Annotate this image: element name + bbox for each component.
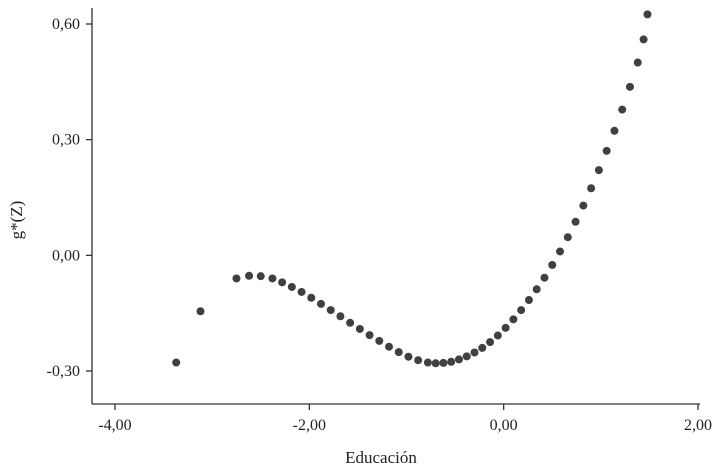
data-point [326, 306, 335, 315]
data-point [462, 352, 471, 361]
data-point [563, 233, 572, 242]
data-point [278, 278, 287, 287]
data-point [493, 331, 502, 340]
data-point [268, 274, 277, 283]
data-point [548, 260, 557, 269]
data-point [618, 105, 627, 114]
data-point [297, 287, 306, 296]
data-point [517, 306, 526, 315]
data-point [431, 359, 440, 368]
x-axis-title: Educación [345, 448, 417, 467]
x-tick-label: 0,00 [490, 417, 518, 434]
y-tick-label: 0,30 [52, 132, 80, 149]
data-point [571, 217, 580, 226]
data-point [336, 312, 345, 321]
data-point [486, 338, 495, 347]
data-point [232, 274, 241, 283]
data-point [470, 348, 479, 357]
y-tick-label: -0,30 [47, 363, 80, 380]
data-point [532, 285, 541, 294]
data-point [385, 342, 394, 351]
data-point [414, 356, 423, 365]
data-point [447, 357, 456, 366]
data-point [524, 296, 533, 305]
data-point [423, 358, 432, 367]
y-ticks: -0,30 0,00 0,30 0,60 [47, 16, 92, 380]
data-point [610, 126, 619, 135]
data-point [346, 318, 355, 327]
data-point [602, 146, 611, 155]
data-point [501, 323, 510, 332]
data-point [633, 58, 642, 67]
data-point [478, 343, 487, 352]
y-tick-label: 0,60 [52, 16, 80, 33]
data-points [172, 10, 652, 368]
data-point [639, 35, 648, 44]
data-point [287, 282, 296, 291]
data-point [625, 82, 634, 91]
y-tick-label: 0,00 [52, 247, 80, 264]
x-ticks: -4,00 -2,00 0,00 2,00 [98, 404, 712, 434]
data-point [509, 315, 518, 324]
data-point [172, 358, 181, 367]
data-point [439, 358, 448, 367]
x-tick-label: -2,00 [293, 417, 326, 434]
data-point [454, 355, 463, 364]
axes [91, 8, 700, 405]
data-point [196, 307, 205, 316]
data-point [594, 166, 603, 175]
data-point [307, 293, 316, 302]
x-tick-label: 2,00 [684, 417, 712, 434]
data-point [587, 184, 596, 193]
data-point [256, 272, 265, 281]
data-point [394, 348, 403, 357]
data-point [316, 299, 325, 308]
data-point [643, 10, 652, 19]
data-point [375, 336, 384, 345]
data-point [355, 324, 364, 333]
data-point [579, 201, 588, 210]
data-point [540, 273, 549, 282]
data-point [365, 331, 374, 340]
data-point [556, 247, 565, 256]
y-axis-title: g*(Z) [7, 201, 26, 240]
data-point [245, 271, 254, 280]
x-tick-label: -4,00 [98, 417, 131, 434]
data-point [404, 352, 413, 361]
